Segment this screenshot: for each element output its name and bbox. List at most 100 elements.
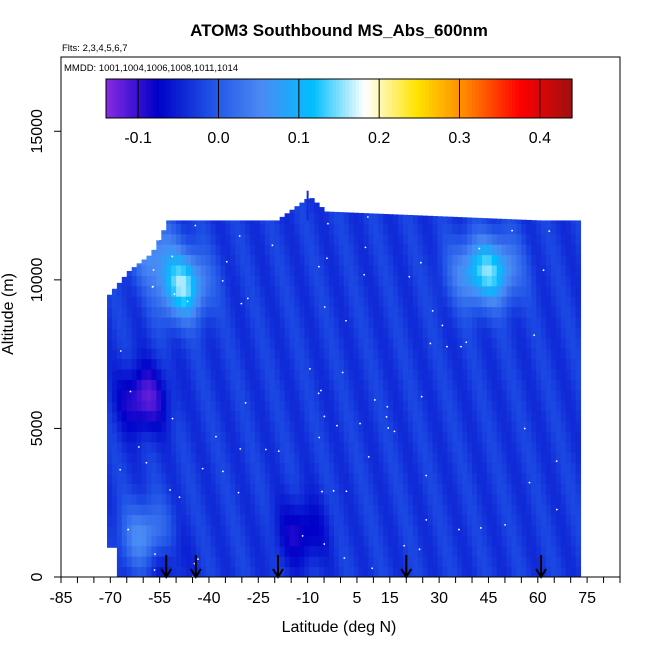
heat-cell — [195, 337, 202, 349]
heat-cell — [190, 452, 197, 464]
heat-cell — [501, 462, 508, 474]
colorbar-segment — [122, 79, 127, 118]
heat-cell — [348, 493, 355, 505]
heat-cell — [373, 545, 379, 557]
sample-dot — [420, 395, 423, 398]
heat-cell — [176, 556, 182, 568]
heat-cell — [220, 441, 226, 453]
heat-cell — [255, 504, 261, 516]
heat-cell — [417, 452, 424, 464]
heat-cell — [240, 327, 246, 339]
heat-cell — [324, 483, 330, 495]
heat-cell — [363, 410, 369, 422]
heat-cell — [284, 473, 291, 484]
heat-cell — [299, 202, 305, 214]
heat-cell — [407, 535, 414, 547]
heat-cell — [486, 254, 493, 266]
heat-cell — [417, 556, 424, 568]
heat-cell — [472, 254, 478, 266]
heat-cell — [402, 244, 409, 256]
heat-cell — [289, 327, 295, 339]
heat-cell — [161, 230, 167, 235]
heat-cell — [166, 244, 172, 256]
heat-cell — [343, 254, 350, 266]
heat-cell — [116, 410, 123, 422]
heat-cell — [501, 296, 508, 308]
heat-cell — [472, 483, 478, 495]
heat-cell — [131, 441, 138, 453]
heat-cell — [225, 306, 231, 318]
colorbar-segment — [478, 79, 483, 118]
heat-cell — [516, 566, 522, 577]
heat-cell — [383, 213, 389, 224]
heat-cell — [437, 223, 443, 235]
heat-cell — [393, 493, 399, 505]
heat-cell — [476, 369, 483, 380]
heat-cell — [324, 421, 330, 432]
heat-cell — [126, 421, 133, 432]
heat-cell — [274, 535, 281, 547]
heat-cell — [541, 504, 547, 516]
heat-cell — [240, 223, 246, 235]
heat-cell — [476, 514, 483, 526]
heat-cell — [388, 556, 394, 568]
heat-cell — [121, 369, 128, 380]
heat-cell — [314, 244, 320, 256]
heat-cell — [368, 306, 374, 318]
colorbar-segment — [319, 79, 323, 118]
heat-cell — [383, 265, 389, 276]
heat-cell — [536, 254, 542, 266]
sample-dot — [425, 519, 428, 521]
colorbar-segment — [498, 79, 503, 118]
colorbar-segment — [202, 79, 207, 118]
heat-cell — [116, 566, 123, 577]
heat-cell — [541, 441, 547, 453]
heat-cell — [304, 337, 310, 349]
heat-cell — [284, 244, 291, 256]
heat-cell — [546, 358, 552, 370]
heat-cell — [220, 525, 226, 536]
heat-cell — [546, 421, 552, 432]
heat-cell — [393, 421, 399, 432]
heat-cell — [506, 337, 512, 349]
heat-cell — [309, 483, 315, 495]
heat-cell — [383, 421, 389, 432]
heat-cell — [156, 254, 162, 266]
heat-cell — [546, 369, 552, 380]
heat-cell — [205, 317, 212, 328]
heat-cell — [294, 421, 300, 432]
heat-cell — [496, 389, 503, 401]
heat-cell — [215, 233, 221, 245]
colorbar-segment — [495, 79, 500, 118]
heat-cell — [442, 441, 448, 453]
heat-cell — [181, 223, 187, 235]
heat-cell — [496, 296, 503, 308]
heat-cell — [171, 285, 177, 297]
heat-cell — [516, 473, 522, 484]
heat-cell — [176, 504, 182, 516]
heat-cell — [200, 244, 207, 256]
x-tick-label: -55 — [148, 590, 171, 607]
heat-cell — [452, 233, 458, 245]
heat-cell — [481, 317, 488, 328]
heat-cell — [565, 462, 572, 474]
heat-cell — [467, 317, 473, 328]
heat-cell — [570, 452, 577, 464]
heat-cell — [240, 296, 246, 308]
heat-cell — [343, 462, 350, 474]
heat-cell — [141, 441, 147, 453]
heat-cell — [161, 265, 167, 276]
heat-cell — [481, 400, 488, 412]
heat-cell — [156, 327, 162, 339]
heat-cell — [368, 462, 374, 474]
sample-dot — [323, 306, 326, 308]
heat-cell — [338, 421, 345, 432]
heat-cell — [565, 431, 572, 443]
heat-cell — [284, 525, 291, 536]
heat-cell — [393, 244, 399, 256]
heat-cell — [225, 348, 231, 360]
colorbar-segment — [112, 79, 117, 118]
heat-cell — [491, 566, 498, 577]
heat-cell — [402, 337, 409, 349]
heat-cell — [348, 223, 355, 235]
